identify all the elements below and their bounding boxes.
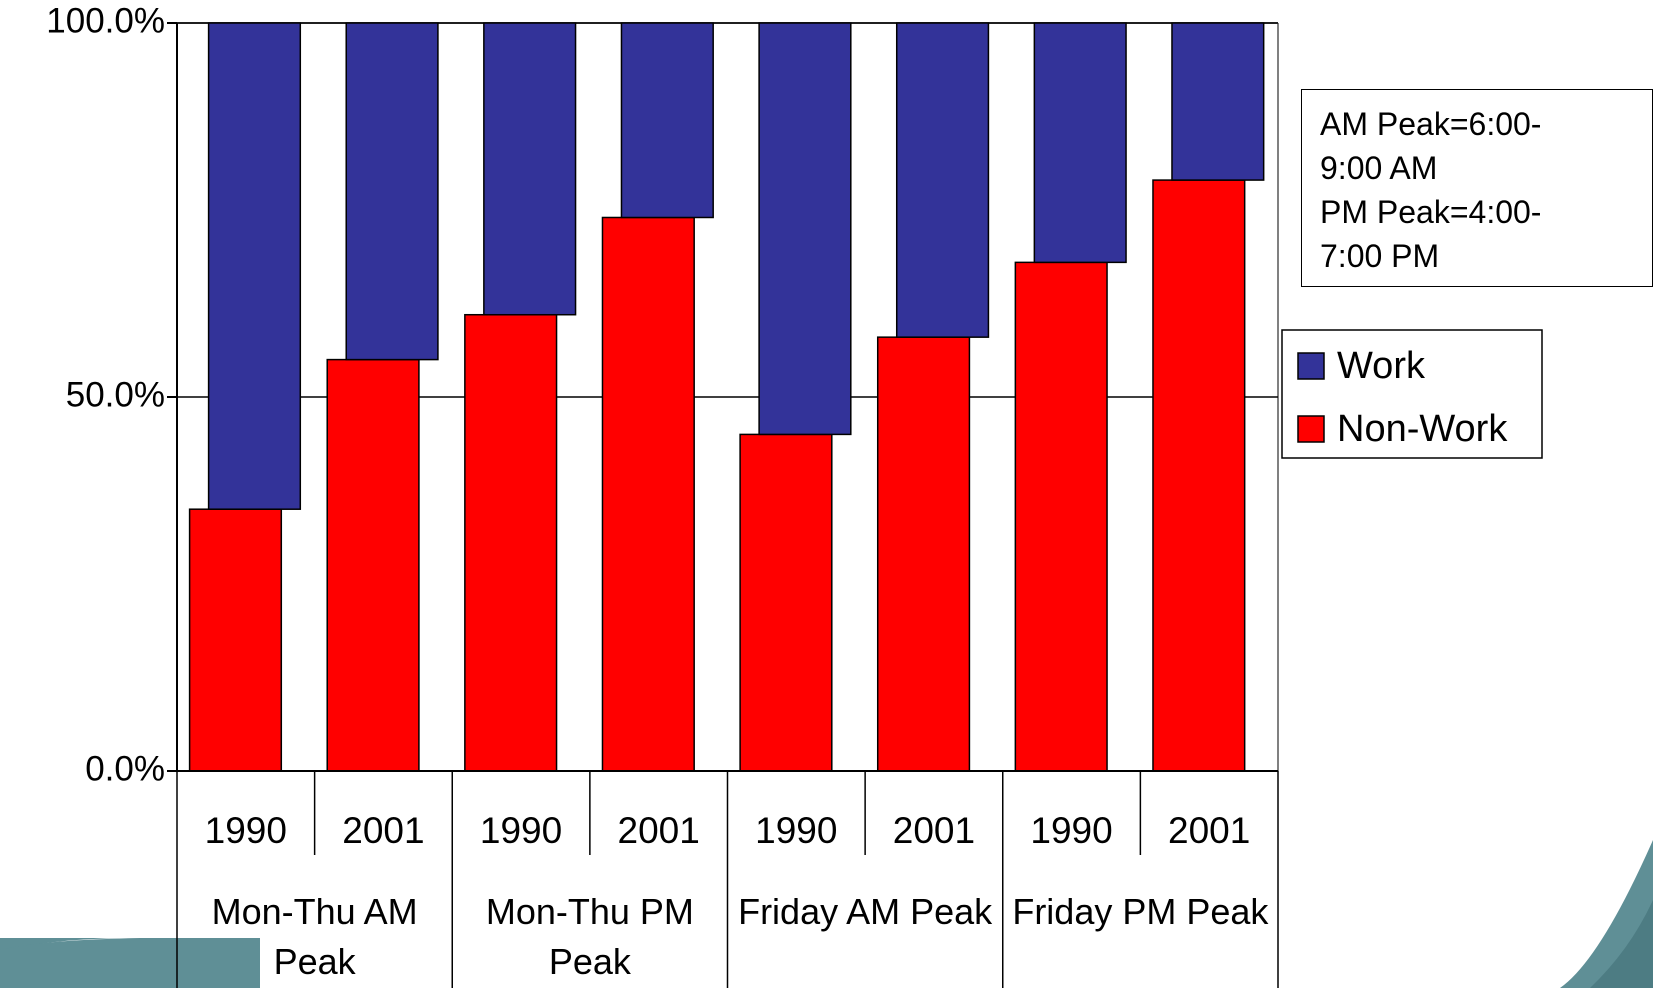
annotation: PM Peak=4:00-7:00 PM xyxy=(1320,194,1542,274)
bar-segment xyxy=(620,22,714,219)
x-tick-label: 1990 xyxy=(755,810,837,851)
legend-swatch xyxy=(1297,415,1325,443)
annotation: AM Peak=6:00-9:00 AM xyxy=(1320,106,1542,186)
bar-segment xyxy=(207,22,302,510)
bar-segment xyxy=(1152,179,1246,772)
legend-label: Work xyxy=(1337,345,1426,387)
bar-segment xyxy=(895,22,990,338)
x-group-label: Mon-Thu PM Peak xyxy=(485,891,694,982)
y-tick-label: 50.0% xyxy=(66,375,165,414)
y-tick-label: 0.0% xyxy=(85,749,165,788)
legend-box xyxy=(1281,329,1543,459)
bar-segment xyxy=(601,216,695,772)
bar-segment xyxy=(739,433,833,772)
bar-segment xyxy=(345,22,439,361)
bar-segment xyxy=(464,313,558,772)
bar-segment xyxy=(1171,22,1265,181)
bar-segment xyxy=(326,358,420,772)
x-tick-label: 2001 xyxy=(342,810,424,851)
x-group-label: Mon-Thu AM Peak xyxy=(211,891,418,982)
frame-decoration xyxy=(0,938,260,988)
bar-segment xyxy=(1014,261,1108,772)
frame-decoration xyxy=(0,938,120,955)
bar-segment xyxy=(483,22,577,316)
frame-decoration xyxy=(1590,900,1653,988)
x-group-label: Friday AM Peak xyxy=(738,891,993,932)
x-tick-label: 2001 xyxy=(618,810,700,851)
bar-segment xyxy=(876,336,971,772)
legend-swatch xyxy=(1297,352,1325,380)
bar-segment xyxy=(1033,22,1127,264)
legend-label: Non-Work xyxy=(1337,408,1508,450)
x-tick-label: 1990 xyxy=(1030,810,1112,851)
x-tick-label: 2001 xyxy=(1168,810,1250,851)
x-group-label: Friday PM Peak xyxy=(1012,891,1269,932)
x-tick-label: 1990 xyxy=(480,810,562,851)
bar-segment xyxy=(188,508,283,772)
x-tick-label: 1990 xyxy=(205,810,287,851)
annotation-box: AM Peak=6:00-9:00 AM PM Peak=4:00-7:00 P… xyxy=(1301,89,1653,287)
y-tick-label: 100.0% xyxy=(46,1,165,40)
x-tick-label: 2001 xyxy=(893,810,975,851)
bar-segment xyxy=(758,22,852,436)
